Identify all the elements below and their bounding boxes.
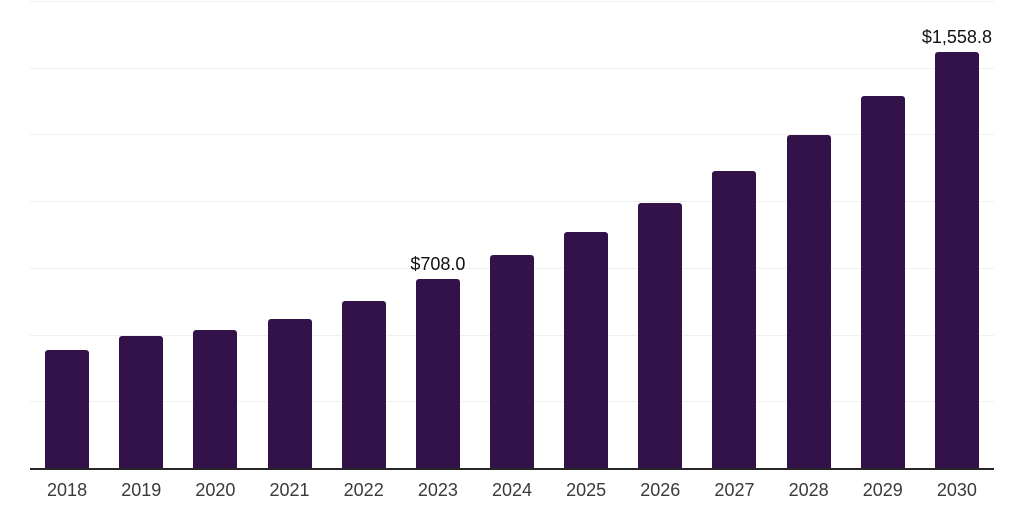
- x-tick-label: 2019: [121, 480, 162, 500]
- x-tick-label: 2027: [714, 480, 755, 500]
- gridline: [30, 1, 994, 2]
- gridline: [30, 134, 994, 136]
- x-tick-label: 2024: [491, 480, 533, 500]
- x-tick-label: 2018: [47, 480, 88, 500]
- bar-2024[interactable]: [490, 254, 534, 468]
- x-tick-label: 2026: [640, 480, 681, 500]
- x-tick-label: 2021: [269, 480, 310, 500]
- bar-2023[interactable]: [415, 279, 460, 468]
- bar-2022[interactable]: [341, 301, 386, 468]
- bar-value-label: $1,558.8: [921, 27, 992, 48]
- bar-2030[interactable]: [934, 52, 979, 468]
- x-tick-label: 2025: [566, 480, 607, 500]
- x-tick-label: 2028: [788, 480, 829, 500]
- x-tick-label: 2023: [417, 480, 458, 500]
- x-tick-label: 2020: [195, 480, 236, 500]
- x-axis-line: [30, 468, 994, 470]
- bar-2028[interactable]: [786, 135, 831, 468]
- x-tick-label: 2022: [343, 480, 384, 500]
- bar-value-label: $708.0: [410, 254, 466, 275]
- bar-2019[interactable]: [119, 335, 164, 468]
- bar-2027[interactable]: [712, 170, 757, 468]
- bar-2025[interactable]: [564, 231, 609, 468]
- bar-2018[interactable]: [45, 349, 90, 468]
- gridline: [30, 201, 994, 203]
- x-tick-label: 2030: [936, 480, 977, 500]
- bar-2026[interactable]: [638, 203, 683, 468]
- bar-2021[interactable]: [267, 319, 312, 468]
- x-tick-label: 2029: [862, 480, 903, 500]
- bar-2029[interactable]: [860, 96, 905, 468]
- bar-2020[interactable]: [193, 330, 238, 468]
- gridline: [30, 67, 994, 69]
